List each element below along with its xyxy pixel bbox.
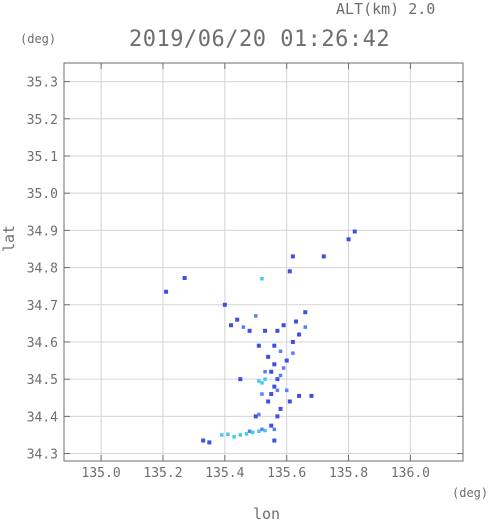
- echo-point-strong: [281, 323, 286, 328]
- echo-point-strong: [266, 354, 271, 359]
- echo-point-strong: [164, 289, 169, 294]
- echo-point-medium: [281, 366, 286, 370]
- echo-point-strong: [290, 339, 295, 344]
- echo-point-medium: [260, 392, 264, 396]
- grid-layer: [64, 63, 463, 461]
- echo-point-strong: [290, 254, 295, 259]
- x-tick-label: 136.0: [391, 466, 430, 481]
- echo-point-medium: [284, 388, 289, 393]
- echo-point-strong: [297, 393, 302, 398]
- echo-point-light: [257, 379, 261, 383]
- ticks-layer: 135.0 135.2 135.4 135.6 135.8 136.0 34.3 34.4 34…: [27, 63, 463, 481]
- x-tick-label: 135.6: [267, 466, 306, 481]
- echo-point-strong: [207, 440, 212, 445]
- echo-point-strong: [284, 358, 289, 363]
- echo-point-light: [260, 276, 264, 281]
- chart-title-timestamp: 2019/06/20 01:26:42: [129, 27, 391, 52]
- echo-point-strong: [275, 328, 280, 333]
- echo-point-strong: [278, 406, 283, 411]
- echo-point-strong: [201, 438, 206, 443]
- y-tick-label: 35.3: [27, 76, 58, 91]
- echo-point-strong: [269, 392, 274, 397]
- echo-point-strong: [256, 343, 261, 348]
- echo-point-strong: [275, 414, 280, 419]
- echo-point-strong: [297, 332, 302, 337]
- echo-point-strong: [287, 269, 292, 274]
- echo-point-medium: [272, 427, 277, 432]
- echo-point-strong: [275, 377, 280, 382]
- echo-point-light: [250, 430, 255, 435]
- x-axis-unit: (deg): [452, 486, 489, 500]
- echo-point-light: [257, 429, 261, 433]
- y-tick-label: 35.2: [27, 113, 58, 128]
- echo-point-medium: [303, 325, 308, 329]
- echo-point-strong: [253, 414, 258, 419]
- echo-point-strong: [269, 369, 274, 374]
- echo-point-strong: [272, 438, 277, 443]
- y-axis-unit: (deg): [20, 32, 57, 46]
- echo-point-medium: [275, 388, 280, 393]
- echo-point-strong: [266, 399, 271, 404]
- y-tick-label: 34.7: [27, 299, 58, 314]
- echo-point-strong: [309, 393, 314, 398]
- y-tick-label: 34.5: [27, 373, 58, 388]
- echo-point-medium: [257, 412, 261, 417]
- echo-point-light: [260, 381, 264, 385]
- x-tick-label: 135.8: [329, 466, 368, 481]
- y-tick-label: 35.0: [27, 187, 58, 202]
- echo-point-strong: [222, 302, 227, 307]
- echo-point-medium: [247, 429, 252, 433]
- echo-point-strong: [272, 362, 277, 367]
- echo-point-strong: [346, 237, 351, 242]
- echo-point-medium: [263, 369, 267, 374]
- echo-point-strong: [293, 319, 298, 324]
- echo-point-light: [263, 428, 267, 433]
- altitude-label: ALT(km) 2.0: [336, 0, 436, 18]
- echo-point-light: [232, 435, 236, 439]
- x-axis-label: lon: [253, 505, 281, 523]
- echo-point-strong: [272, 384, 277, 389]
- x-tick-label: 135.2: [143, 466, 182, 481]
- echo-point-strong: [182, 275, 187, 280]
- echo-point-light: [238, 433, 243, 437]
- echo-point-light: [244, 432, 249, 436]
- y-tick-label: 34.6: [27, 336, 58, 351]
- y-tick-label: 34.8: [27, 262, 58, 277]
- x-tick-label: 135.4: [205, 466, 244, 481]
- plot-frame: [63, 62, 464, 462]
- y-tick-label: 34.4: [27, 410, 58, 425]
- y-tick-label: 34.9: [27, 224, 58, 239]
- echo-point-medium: [241, 325, 246, 329]
- echo-point-strong: [247, 328, 252, 333]
- echo-point-strong: [321, 254, 326, 259]
- echo-point-light: [219, 433, 224, 437]
- echo-point-strong: [235, 317, 240, 322]
- echo-point-strong: [263, 328, 268, 333]
- y-tick-label: 35.1: [27, 150, 58, 165]
- echo-point-medium: [278, 349, 283, 354]
- echo-point-strong: [229, 323, 234, 328]
- x-tick-label: 135.0: [82, 466, 121, 481]
- y-tick-label: 34.3: [27, 448, 58, 463]
- echo-point-strong: [303, 310, 308, 315]
- echo-point-strong: [238, 377, 243, 382]
- echo-point-strong: [269, 423, 274, 428]
- echo-point-medium: [254, 314, 258, 318]
- echo-point-light: [263, 377, 267, 381]
- echo-point-medium: [278, 373, 283, 378]
- echo-point-light: [226, 432, 230, 436]
- echo-point-strong: [272, 343, 277, 348]
- echo-point-medium: [291, 351, 295, 355]
- echo-point-strong: [287, 399, 292, 404]
- echo-point-strong: [352, 229, 357, 234]
- echo-point-medium: [260, 427, 264, 432]
- echo-points-layer: [164, 229, 357, 445]
